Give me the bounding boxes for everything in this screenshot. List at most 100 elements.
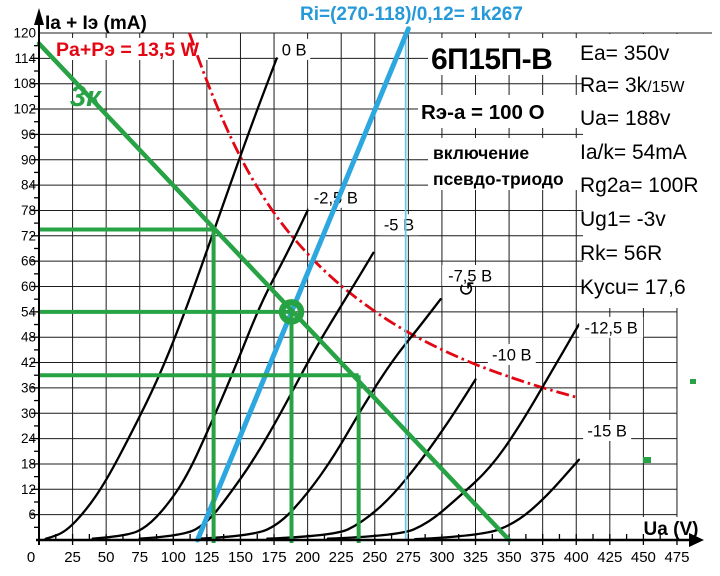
anode-curve [199, 298, 442, 540]
y-tick-label: 54 [21, 304, 37, 319]
right-column-row: Ug1= -3v [580, 208, 666, 231]
curve-label-background [378, 214, 419, 236]
label-background [428, 38, 583, 75]
rotate-arrow-icon: ↺ [458, 279, 475, 301]
y-tick-label: 84 [21, 178, 37, 193]
y-tick-label: 108 [13, 76, 36, 91]
y-tick-label: 114 [14, 51, 36, 66]
x-tick-label: 350 [497, 549, 522, 566]
annotation-text: Ua= 188v [580, 107, 671, 130]
screen-resistor-note: Rэ-а = 100 О [421, 101, 545, 124]
y-tick-label: 102 [13, 102, 36, 117]
x-tick-label: 450 [631, 549, 656, 566]
x-tick-label: 275 [396, 549, 421, 566]
load-line-label: 3к [70, 81, 102, 113]
right-column-row: Rg2a= 100R [580, 174, 699, 197]
anode-curve-label: -7,5 В [448, 267, 492, 285]
x-tick-label: 25 [64, 549, 81, 566]
x-tick-label: 250 [362, 549, 387, 566]
right-column-row: Ea= 350v [580, 42, 670, 65]
x-axis-label: Ua (V) [644, 519, 699, 540]
tick-group: 0 25 50 75 100 125 150 175 200 225 250 275 300 325 350… [13, 26, 689, 567]
curve-label-background [579, 316, 644, 338]
annotation-text: Ea= 350v [580, 42, 670, 65]
anode-curve-label: -10 В [492, 346, 531, 364]
right-column-row: Ua= 188v [580, 107, 671, 130]
ri-formula: Ri=(270-118)/0,12= 1k267 [300, 4, 523, 25]
right-column-row: Ra= 3k/15W [580, 74, 685, 97]
y-tick-label: 78 [21, 203, 36, 218]
x-tick-label: 125 [194, 549, 219, 566]
tube-name: 6П15П-В [431, 43, 552, 76]
y-tick-label: 18 [21, 456, 36, 471]
operating-point-marker [278, 299, 305, 325]
x-tick-label: 300 [429, 549, 454, 566]
anode-curve [44, 57, 278, 540]
y-tick-label: 12 [21, 482, 36, 497]
y-tick-label: 96 [21, 127, 36, 142]
y-axis-label: Ia + Iэ (mA) [45, 13, 147, 34]
label-background [50, 38, 208, 60]
x-tick-label: 325 [463, 549, 488, 566]
anode-curve-label: -5 В [384, 217, 414, 235]
label-background [640, 517, 704, 539]
x-tick-label: 400 [564, 549, 589, 566]
x-tick-label: 100 [161, 549, 186, 566]
annotation-text: Kycu= 17,6 [580, 276, 686, 299]
axes-group [34, 8, 704, 547]
y-tick-label: 120 [13, 26, 36, 41]
mode-note-line1: включение [433, 143, 529, 163]
y-tick-label: 90 [21, 152, 36, 167]
mode-note-line2: псевдо-триодо [433, 169, 564, 189]
anode-curve [138, 251, 375, 540]
anode-load-line [36, 41, 512, 543]
right-column-group: Ea= 350v Ra= 3k/15W Ua= 188v Ia/k= 54mA Rg2a… [458, 42, 699, 301]
y-axis-arrow-icon [34, 8, 44, 25]
curves-group: 0 В-2,5 В-5 В-7,5 В-10 В-12,5 В-15 В [44, 32, 644, 541]
x-tick-label: 425 [597, 549, 622, 566]
y-tick-label: 72 [21, 228, 36, 243]
y-tick-label: 6 [28, 507, 36, 522]
label-background-group [50, 34, 720, 539]
annotation-text: Ia/k= 54mA [580, 141, 687, 164]
right-column-row: Kycu= 17,6 [580, 276, 686, 299]
curve-label-background [583, 419, 632, 441]
curve-label-background [278, 38, 311, 60]
anode-curve [266, 378, 477, 540]
y-tick-label: 48 [21, 330, 36, 345]
annotation-text: Ug1= -3v [580, 208, 666, 231]
anode-curve [413, 458, 581, 541]
y-tick-label: 30 [21, 406, 36, 421]
x-axis-arrow-icon [689, 533, 704, 547]
y-tick-label: 36 [21, 380, 36, 395]
y-tick-label: 24 [21, 431, 37, 446]
x-tick-label: 200 [295, 549, 320, 566]
curve-label-background [487, 343, 536, 365]
curve-label-background [307, 186, 364, 208]
right-column-row: Rk= 56R [580, 242, 662, 265]
x-tick-label: 175 [262, 549, 287, 566]
x-tick-label: 75 [131, 549, 148, 566]
power-hyperbola [188, 32, 577, 399]
curve-label-background [442, 264, 499, 286]
y-tick-label: 60 [21, 279, 36, 294]
right-column-row: Ia/k= 54mA [580, 141, 687, 164]
y-tick-label: 42 [21, 355, 36, 370]
x-tick-label: 150 [228, 549, 253, 566]
green-mark [643, 457, 651, 463]
annotation-text: Rk= 56R [580, 242, 662, 265]
x-tick-label: 225 [329, 549, 354, 566]
x-tick-label: 375 [530, 549, 555, 566]
label-background [428, 138, 583, 190]
label-background [418, 95, 583, 128]
power-dissipation-label: Pа+Pэ = 13,5 W [56, 39, 200, 61]
loadline-group [36, 26, 696, 543]
annotation-text-small: /15W [647, 79, 685, 96]
anode-curve [326, 323, 581, 540]
green-mark [690, 379, 696, 384]
label-background [583, 34, 720, 308]
anode-curve-label: -15 В [587, 422, 626, 440]
ri-load-line [194, 26, 411, 543]
anode-curve-label: 0 В [282, 41, 307, 59]
